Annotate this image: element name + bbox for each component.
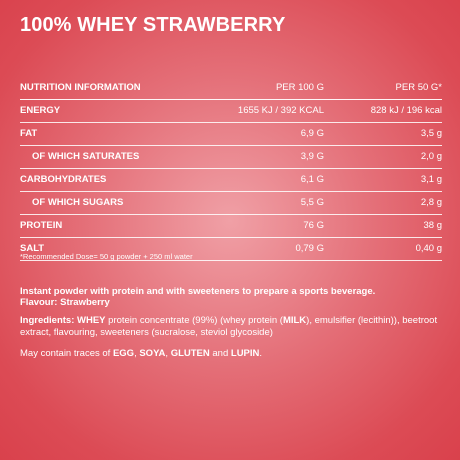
header-per-50g: PER 50 G* [395,82,442,93]
ingredients-part: ), emulsifier (lecithin)), beetroot extr… [20,315,438,338]
row-per-50g: 3,5 g [420,128,442,139]
row-label: OF WHICH SUGARS [32,197,124,208]
allergen-whey: WHEY [77,315,106,326]
nutrition-row-sugars: OF WHICH SUGARS 5,5 G 2,8 g [20,192,442,215]
row-per-50g: 38 g [423,220,443,231]
row-label: CARBOHYDRATES [20,174,107,185]
nutrition-table-header: NUTRITION INFORMATION PER 100 G PER 50 G… [20,77,442,100]
row-per-100g: 76 G [303,220,324,231]
row-label: PROTEIN [20,220,63,231]
ingredients-text: Ingredients: WHEY protein concentrate (9… [20,315,440,339]
row-per-50g: 828 kJ / 196 kcal [370,105,442,116]
nutrition-table: NUTRITION INFORMATION PER 100 G PER 50 G… [20,77,442,261]
row-label: FAT [20,128,38,139]
row-per-100g: 6,9 G [300,128,324,139]
row-per-100g: 5,5 G [300,197,324,208]
separator: , [165,348,171,359]
allergen-gluten: GLUTEN [170,348,210,359]
row-per-100g: 1655 KJ / 392 KCAL [237,105,324,116]
row-per-50g: 3,1 g [420,174,442,185]
row-per-50g: 2,8 g [420,197,442,208]
product-description: Instant powder with protein and with swe… [20,286,440,308]
nutrition-row-salt: SALT 0,79 G 0,40 g [20,238,442,261]
row-per-50g: 0,40 g [415,243,442,254]
allergen-lupin: LUPIN [230,348,260,359]
row-per-100g: 6,1 G [300,174,324,185]
header-label: NUTRITION INFORMATION [20,82,141,93]
allergen-egg: EGG [112,348,135,359]
row-per-100g: 3,9 G [300,151,324,162]
row-label: OF WHICH SATURATES [32,151,140,162]
ingredients-label: Ingredients: [20,315,75,326]
traces-prefix: May contain traces of [20,348,113,359]
allergen-milk: MILK [282,315,307,326]
allergen-traces: May contain traces of EGG, SOYA, GLUTEN … [20,348,440,359]
description-line: Instant powder with protein and with swe… [20,286,376,297]
row-per-50g: 2,0 g [420,151,442,162]
allergen-soya: SOYA [139,348,166,359]
period: . [259,348,263,359]
product-title: 100% WHEY STRAWBERRY [20,14,286,36]
row-per-100g: 0,79 G [295,243,324,254]
recommended-dose-note: *Recommended Dose= 50 g powder + 250 ml … [20,252,193,261]
separator: , [134,348,140,359]
conjunction: and [209,348,231,359]
nutrition-row-fat: FAT 6,9 G 3,5 g [20,123,442,146]
nutrition-row-saturates: OF WHICH SATURATES 3,9 G 2,0 g [20,146,442,169]
nutrition-row-carbohydrates: CARBOHYDRATES 6,1 G 3,1 g [20,169,442,192]
nutrition-row-energy: ENERGY 1655 KJ / 392 KCAL 828 kJ / 196 k… [20,100,442,123]
nutrition-row-protein: PROTEIN 76 G 38 g [20,215,442,238]
ingredients-part: protein concentrate (99%) (whey protein … [105,315,283,326]
row-label: ENERGY [20,105,61,116]
header-per-100g: PER 100 G [275,82,324,93]
row-label: SALT [20,243,45,254]
flavour-line: Flavour: Strawberry [20,297,110,308]
